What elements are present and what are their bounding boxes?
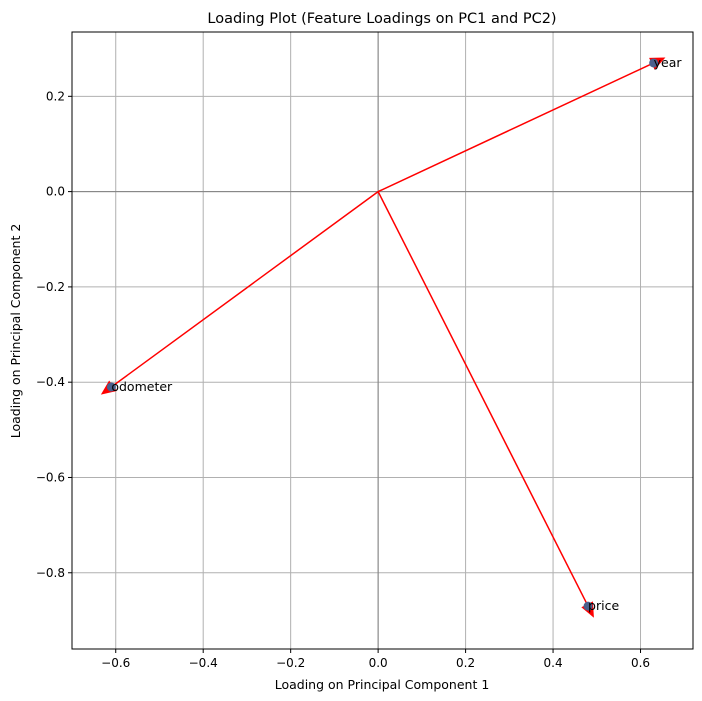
- loading-points: [106, 58, 659, 611]
- arrow-shaft-odometer: [112, 191, 379, 387]
- y-tick-label-5: −0.8: [36, 566, 65, 580]
- grid-lines: [72, 32, 693, 649]
- x-tick-label-3: 0.0: [369, 656, 388, 670]
- y-tick-label-0: 0.2: [46, 89, 65, 103]
- x-tick-label-5: 0.4: [544, 656, 563, 670]
- x-tick-label-4: 0.2: [456, 656, 475, 670]
- loading-arrows: [100, 57, 666, 618]
- y-tick-label-3: −0.4: [36, 375, 65, 389]
- x-tick-label-1: −0.4: [189, 656, 218, 670]
- point-labels: year odometer price: [111, 55, 682, 613]
- point-label-year: year: [654, 55, 683, 70]
- x-tick-label-6: 0.6: [631, 656, 650, 670]
- arrow-shaft-price: [377, 191, 588, 605]
- point-label-price: price: [588, 598, 619, 613]
- y-axis-ticks: 0.2 0.0 −0.2 −0.4 −0.6 −0.8: [36, 89, 72, 580]
- point-label-odometer: odometer: [111, 379, 173, 394]
- reference-lines: [72, 32, 693, 649]
- y-tick-label-4: −0.6: [36, 470, 65, 484]
- y-tick-label-1: 0.0: [46, 185, 65, 199]
- point-price: [583, 601, 593, 611]
- x-axis-ticks: −0.6 −0.4 −0.2 0.0 0.2 0.4 0.6: [101, 649, 650, 670]
- y-axis-label: Loading on Principal Component 2: [8, 224, 23, 439]
- chart-title: Loading Plot (Feature Loadings on PC1 an…: [207, 11, 556, 27]
- y-tick-label-2: −0.2: [36, 280, 65, 294]
- x-tick-label-0: −0.6: [101, 656, 130, 670]
- plot-frame: [71, 31, 694, 650]
- arrow-shaft-year: [377, 63, 653, 193]
- x-axis-label: Loading on Principal Component 1: [275, 677, 490, 692]
- point-year: [649, 58, 659, 68]
- x-tick-label-2: −0.2: [276, 656, 305, 670]
- point-odometer: [106, 382, 116, 392]
